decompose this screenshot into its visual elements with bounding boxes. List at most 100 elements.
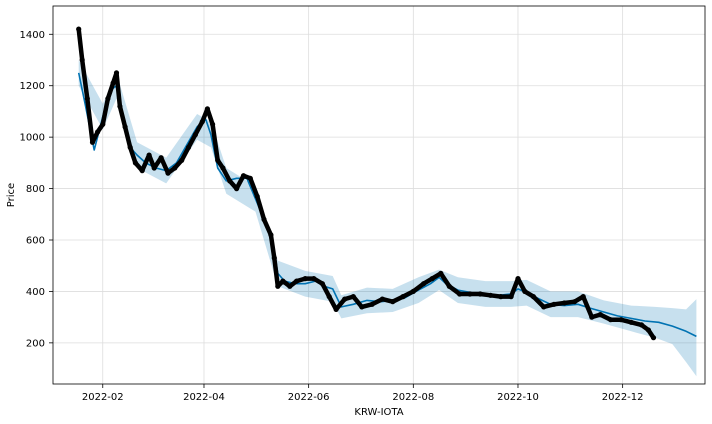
observed-point [275,283,281,289]
y-tick-label: 1000 [20,133,45,144]
observed-point [165,170,171,176]
observed-point [446,283,452,289]
observed-point [561,300,567,306]
uncertainty-band [78,60,697,377]
observed-point [457,291,463,297]
observed-point [333,306,339,312]
observed-point [572,299,578,305]
observed-point [210,121,216,127]
observed-point [522,288,528,294]
observed-point [650,335,657,341]
observed-point [117,103,123,109]
observed-point [199,119,205,125]
observed-point [400,294,406,300]
observed-point [151,165,157,171]
x-tick-label: 2022-12 [602,392,644,403]
observed-point [95,129,101,135]
observed-point [113,70,120,76]
observed-point [79,57,85,63]
observed-point [302,276,308,282]
plot-frame [52,5,706,385]
observed-point [192,132,198,138]
observed-point [618,317,624,323]
observed-point [100,121,106,127]
observed-point [84,96,90,102]
observed-point [477,291,483,297]
x-axis-label: KRW-IOTA [354,407,403,418]
observed-point [410,288,416,294]
x-tick-label: 2022-04 [183,392,225,403]
observed-point [287,283,293,289]
observed-point [172,165,178,171]
observed-point [280,278,286,284]
observed-point [132,160,138,166]
observed-point [608,317,614,323]
observed-point [227,178,233,184]
observed-point [294,278,300,284]
observed-point [369,301,375,307]
observed-point [89,139,96,145]
x-tick-label: 2022-02 [82,392,124,403]
y-axis-label: Price [6,183,17,207]
observed-point [359,304,365,310]
observed-point [638,322,645,328]
observed-points-layer [76,26,657,341]
uncertainty-band-layer [78,60,697,377]
observed-point [487,292,494,298]
y-axis-ticks: 200 400 600 800 1000 1200 1400 [20,30,53,349]
observed-point [580,294,586,300]
observed-point [254,193,260,199]
x-axis-ticks: 2022-02 2022-04 2022-06 2022-08 2022-10 2022-… [82,384,644,403]
observed-point [597,312,603,318]
observed-point [645,327,652,333]
grid [53,6,705,384]
observed-point [350,294,356,300]
y-tick-label: 1200 [20,81,45,92]
y-tick-label: 600 [26,236,45,247]
observed-point [438,270,444,276]
observed-point [589,314,595,320]
observed-point [110,80,116,86]
y-tick-label: 200 [26,338,45,349]
observed-point [379,296,385,302]
observed-point [541,304,547,310]
observed-point [421,281,427,287]
observed-point [319,281,325,287]
observed-point [628,319,634,325]
observed-point [271,255,277,261]
observed-point [240,173,247,179]
observed-point [146,152,152,158]
observed-point [268,232,274,238]
observed-point [311,276,317,282]
observed-point [390,299,396,305]
observed-point [498,294,504,300]
observed-point [204,106,210,112]
observed-point [220,165,226,171]
observed-point [179,157,185,163]
observed-point [326,294,332,300]
x-tick-label: 2022-08 [392,392,434,403]
observed-point [515,276,521,282]
observed-point [261,216,267,222]
observed-point [508,294,514,300]
observed-point [105,96,111,102]
observed-point [139,168,145,174]
y-tick-label: 400 [26,287,45,298]
x-tick-label: 2022-06 [288,392,330,403]
observed-point [215,157,221,163]
x-tick-label: 2022-10 [497,392,539,403]
observed-point [76,26,82,32]
observed-point [234,186,240,192]
observed-point [551,301,557,307]
observed-point [530,294,537,300]
y-tick-label: 1400 [20,30,45,41]
observed-point [247,175,253,181]
observed-point [158,155,164,161]
observed-point [127,144,133,150]
observed-point [429,276,435,282]
y-tick-label: 800 [26,184,45,195]
observed-point [122,124,128,130]
